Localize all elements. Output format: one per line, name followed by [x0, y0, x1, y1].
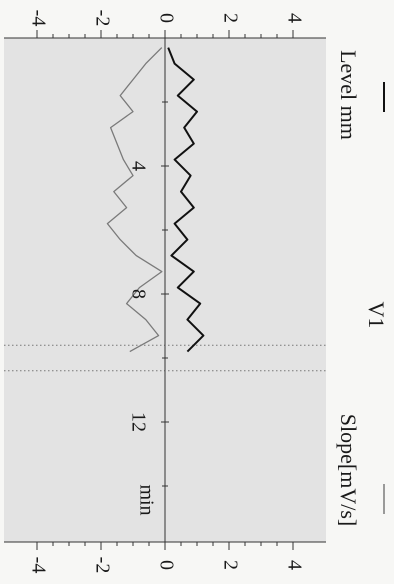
time-tick-label: 12	[127, 412, 149, 432]
chart-title: V1	[364, 302, 389, 329]
legend-label-slope: Slope[mV/s]	[336, 414, 361, 526]
bottom-value-tick-label: 0	[155, 560, 177, 570]
bottom-value-tick-label: -4	[27, 557, 49, 574]
bottom-value-tick-label: 4	[283, 560, 305, 570]
top-value-tick-label: -4	[27, 10, 49, 27]
series-line-1	[167, 47, 205, 353]
top-value-tick-label: 4	[283, 13, 305, 23]
top-value-tick-label: -2	[91, 10, 113, 27]
time-tick-label: 4	[127, 161, 149, 171]
top-value-tick-label: 0	[155, 13, 177, 23]
bottom-value-tick-label: 2	[219, 560, 241, 570]
time-tick-label: 8	[127, 289, 149, 299]
bottom-value-tick-label: -2	[91, 557, 113, 574]
top-value-tick-label: 2	[219, 13, 241, 23]
legend-label-level: Level mm	[336, 50, 361, 140]
time-unit-label: min	[135, 484, 157, 515]
series-line-2	[106, 47, 163, 353]
